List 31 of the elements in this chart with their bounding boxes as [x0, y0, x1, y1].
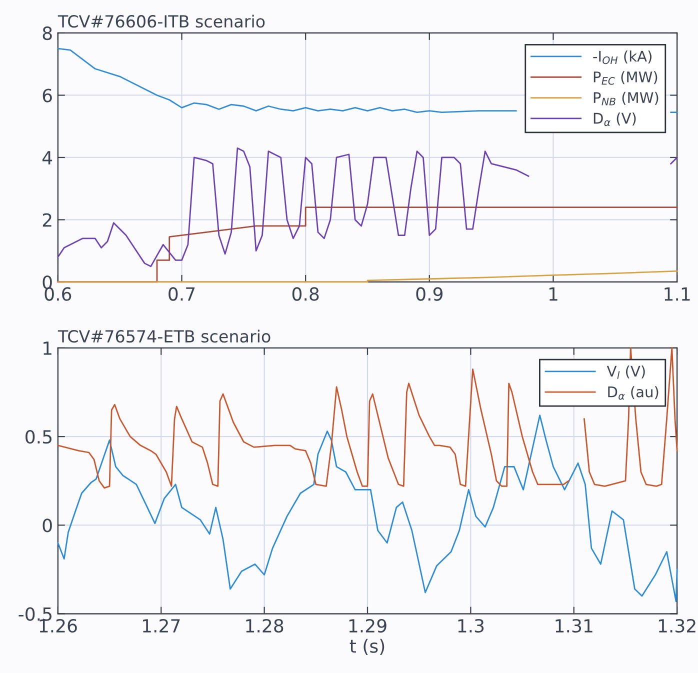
y-tick-label: 2: [42, 213, 52, 227]
y-tick-label: 1: [44, 342, 52, 355]
chart-title: TCV#76606-ITB scenario: [58, 14, 265, 28]
y-tick-label: 6: [42, 88, 52, 102]
legend-label: D$_{α}$ (V): [594, 112, 636, 126]
y-tick-label: -0.5: [18, 607, 52, 621]
x-tick-label: 1.31: [556, 618, 592, 633]
x-tick-label: 0.7: [168, 287, 195, 301]
x-tick-label: 1.26: [40, 618, 77, 633]
legend-label: -I$_{OH}$ (kA): [593, 50, 652, 64]
x-tick-label: 1.28: [246, 618, 284, 633]
x-tick-label: 1: [549, 287, 558, 301]
y-tick-label: 8: [42, 26, 52, 40]
legend-label: P$_{EC}$ (MW): [594, 71, 658, 85]
y-tick-label: 0.5: [26, 430, 52, 444]
chart-title: TCV#76574-ETB scenario: [58, 330, 270, 343]
x-tick-label: 0.9: [416, 287, 442, 301]
x-tick-label: 1.29: [349, 618, 386, 633]
x-tick-label: 1.27: [143, 618, 180, 632]
legend-label: D$_{α}$ (au): [608, 386, 658, 400]
legend-label: V$_{l}$ (V): [606, 365, 645, 379]
y-tick-label: 4: [42, 151, 52, 164]
x-axis-title: t (s): [350, 638, 384, 655]
y-tick-label: 0: [42, 518, 52, 532]
legend-label: P$_{NB}$ (MW): [594, 92, 658, 106]
x-tick-label: 0.8: [292, 287, 319, 301]
x-tick-label: 1.3: [458, 618, 484, 633]
x-tick-label: 0.6: [44, 287, 72, 301]
x-tick-label: 1.32: [658, 618, 696, 633]
x-tick-label: 1.1: [664, 287, 690, 301]
line-series: [57, 414, 678, 602]
